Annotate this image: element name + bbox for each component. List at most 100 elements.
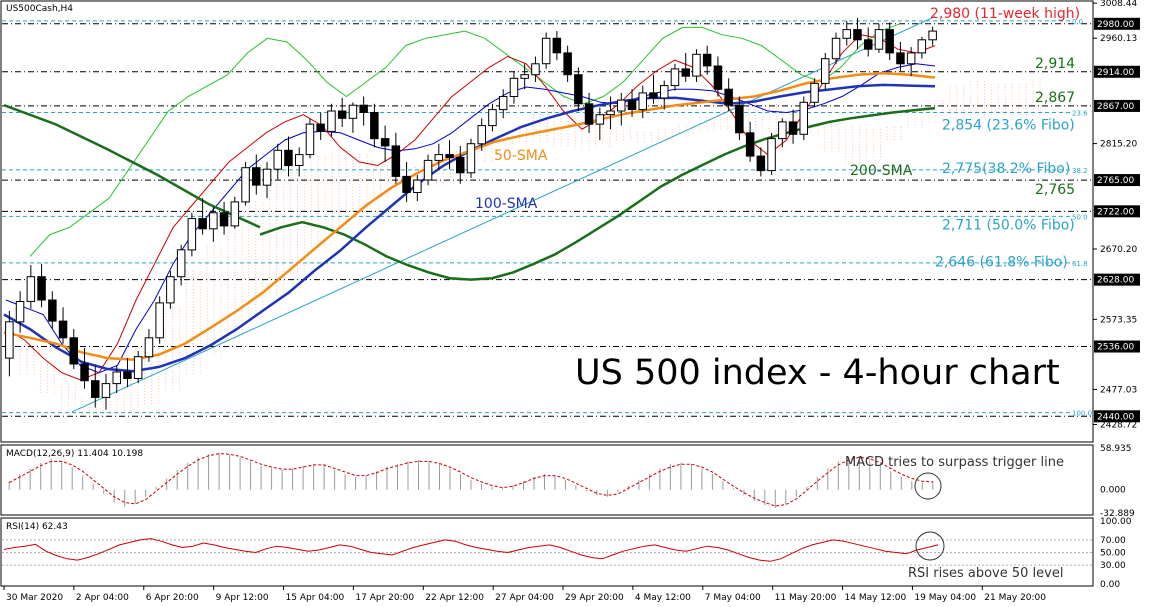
candle-body bbox=[477, 125, 486, 145]
candle-body bbox=[531, 63, 540, 76]
candle-body bbox=[112, 371, 121, 385]
indicator-lines: 50-SMA 100-SMA 200-SMA bbox=[3, 23, 936, 381]
candle-body bbox=[230, 201, 240, 227]
sma-label: 200-SMA bbox=[850, 163, 913, 179]
sma-label: 100-SMA bbox=[475, 196, 538, 212]
candle-body bbox=[327, 110, 336, 132]
candle-body bbox=[123, 371, 132, 379]
macd-panel: 58.935 0.000 -32.889 bbox=[8, 444, 1135, 519]
candle-body bbox=[810, 82, 819, 103]
level-price-label: 2628.00 bbox=[1097, 276, 1134, 286]
candle-body bbox=[58, 320, 68, 339]
time-tick-label: 4 May 12:00 bbox=[635, 593, 691, 603]
rsi-tick-label: 30.00 bbox=[1100, 561, 1126, 571]
macd-label: MACD(12,26,9) 11.404 10.198 bbox=[6, 449, 143, 459]
rsi-tick-label: 100.00 bbox=[1100, 517, 1132, 527]
candle-body bbox=[498, 96, 508, 111]
candle-body bbox=[896, 52, 905, 65]
candle-body bbox=[509, 77, 519, 98]
candle-body bbox=[402, 175, 411, 193]
time-tick-label: 19 May 04:00 bbox=[914, 593, 976, 603]
macd-highlight-circle bbox=[914, 472, 942, 500]
time-tick-label: 2 Apr 04:00 bbox=[76, 593, 129, 603]
time-tick-label: 7 May 04:00 bbox=[705, 593, 761, 603]
candle-body bbox=[584, 103, 594, 125]
candle-body bbox=[735, 104, 744, 134]
candle-body bbox=[799, 101, 808, 135]
price-annotation: 2,711 (50.0% Fibo) bbox=[942, 217, 1075, 233]
candle-body bbox=[574, 74, 583, 105]
level-price-box bbox=[1094, 410, 1140, 423]
price-annotation: 2,914 bbox=[1035, 56, 1075, 72]
candle-body bbox=[928, 30, 937, 41]
candle-body bbox=[488, 109, 497, 127]
level-price-label: 2440.00 bbox=[1097, 412, 1134, 422]
time-tick-label: 15 Apr 04:00 bbox=[286, 593, 345, 603]
candle-body bbox=[155, 302, 164, 339]
price-annotation: 2,765 bbox=[1035, 182, 1075, 198]
candle-body bbox=[391, 145, 401, 177]
candle-body bbox=[69, 337, 78, 365]
candle-body bbox=[627, 99, 637, 110]
candle-body bbox=[681, 68, 690, 77]
time-tick-label: 11 May 20:00 bbox=[775, 593, 837, 603]
rsi-line bbox=[3, 538, 939, 562]
time-tick-label: 30 Mar 2020 bbox=[6, 593, 63, 603]
candle-body bbox=[48, 299, 57, 322]
price-tick-label: 2477.03 bbox=[1100, 385, 1137, 395]
fibo-pct-label: 61.8 bbox=[1072, 260, 1088, 268]
candle-body bbox=[702, 53, 712, 67]
candle-body bbox=[745, 132, 755, 157]
candle-body bbox=[380, 138, 390, 147]
macd-signal-line bbox=[8, 453, 933, 507]
candle-body bbox=[617, 99, 626, 112]
candle-body bbox=[26, 276, 36, 302]
time-axis: 30 Mar 2020 2 Apr 04:00 6 Apr 20:00 9 Apr 1… bbox=[3, 586, 1046, 603]
time-tick-label: 22 Apr 12:00 bbox=[425, 593, 484, 603]
rsi-tick-label: 0.00 bbox=[1100, 580, 1120, 590]
candle-body bbox=[864, 39, 873, 50]
candle-body bbox=[456, 157, 465, 174]
time-tick-label: 9 Apr 12:00 bbox=[216, 593, 269, 603]
candle-body bbox=[133, 356, 143, 380]
level-price-box bbox=[1094, 340, 1140, 353]
fibo-pct-label: 100.0 bbox=[1072, 410, 1092, 418]
candle-body bbox=[348, 104, 358, 119]
fibo-pct-label: 23.6 bbox=[1072, 109, 1088, 117]
candle-body bbox=[144, 337, 154, 358]
candle-body bbox=[885, 29, 894, 54]
candle-body bbox=[176, 249, 186, 278]
candle-body bbox=[370, 112, 379, 140]
candle-body bbox=[219, 212, 229, 227]
price-annotations: 2,980 (11-week high) 2,914 2,867 2,854 (23.… bbox=[930, 6, 1080, 271]
price-tick-label: 2428.72 bbox=[1100, 420, 1137, 430]
candle-body bbox=[821, 58, 830, 84]
sma200-line bbox=[259, 106, 936, 281]
chart-title: US 500 index - 4-hour chart bbox=[575, 353, 1060, 393]
candlesticks bbox=[5, 17, 937, 410]
level-price-label: 2867.00 bbox=[1097, 102, 1134, 112]
candle-body bbox=[295, 154, 304, 167]
candle-body bbox=[337, 110, 347, 119]
candle-body bbox=[767, 138, 776, 172]
rsi-panel-frame bbox=[0, 517, 1094, 587]
candle-body bbox=[649, 92, 658, 99]
level-price-label: 2980.00 bbox=[1097, 20, 1134, 30]
macd-annotation: MACD tries to surpass trigger line bbox=[845, 455, 1064, 470]
price-annotation: 2,980 (11-week high) bbox=[930, 6, 1080, 22]
price-annotation: 2,646 (61.8% Fibo) bbox=[935, 255, 1068, 271]
tenkan-line bbox=[5, 34, 936, 381]
level-price-label: 2914.00 bbox=[1097, 68, 1134, 78]
level-price-box bbox=[1094, 17, 1140, 30]
fibo-pct-label: 0.0 bbox=[1072, 18, 1083, 26]
candle-body bbox=[692, 53, 701, 77]
candle-body bbox=[284, 149, 293, 167]
macd-tick-label: 0.000 bbox=[1100, 486, 1126, 496]
level-price-box bbox=[1094, 65, 1140, 78]
candle-body bbox=[563, 52, 572, 76]
candle-body bbox=[756, 155, 766, 172]
candle-body bbox=[91, 380, 100, 398]
trend-line bbox=[71, 16, 936, 413]
